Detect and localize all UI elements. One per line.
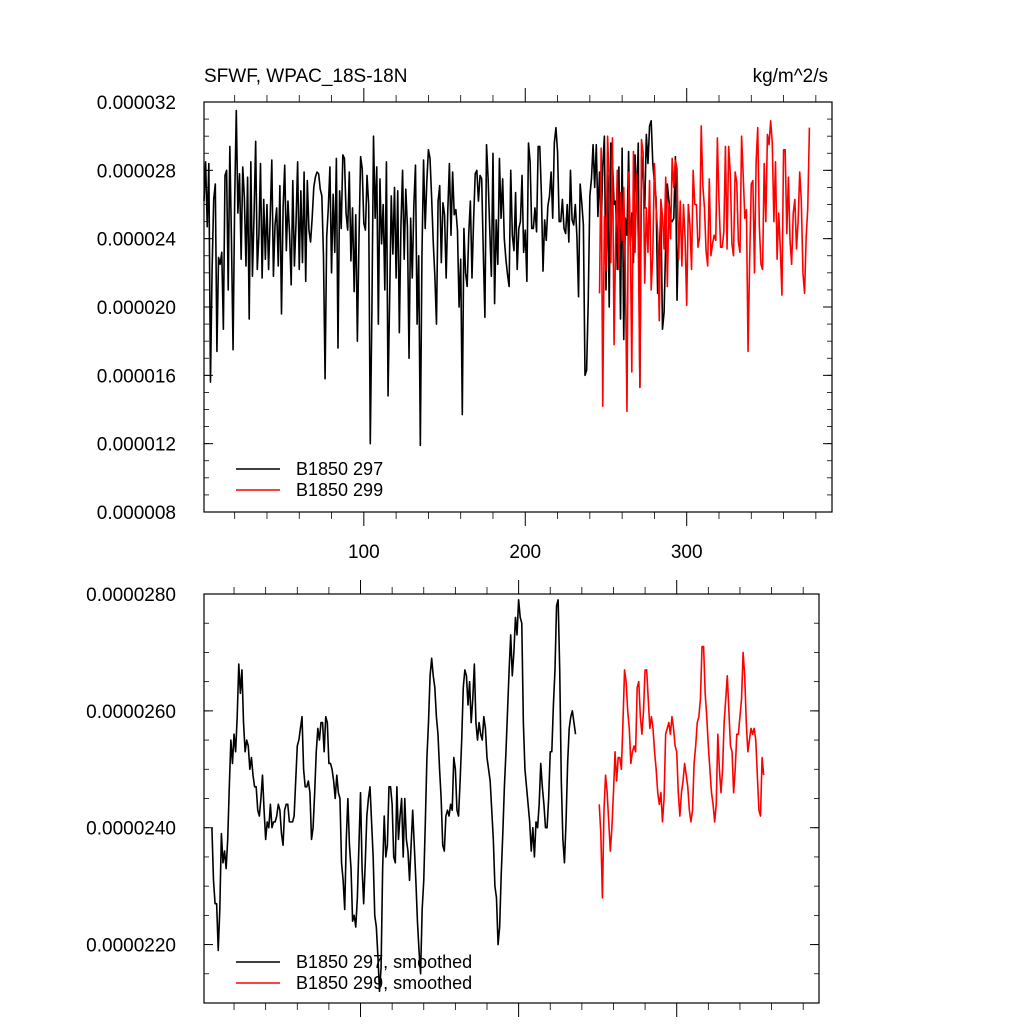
series-line-1 xyxy=(211,599,577,993)
y-tick-label: 0.000020 xyxy=(97,298,176,319)
x-tick-label: 300 xyxy=(671,542,703,563)
y-tick-label: 0.000032 xyxy=(97,93,176,114)
series-line-2 xyxy=(598,645,765,899)
legend-label: B1850 299, smoothed xyxy=(296,973,472,993)
y-tick-label: 0.0000240 xyxy=(86,819,176,840)
y-tick-label: 0.0000220 xyxy=(86,936,176,957)
y-tick-label: 0.0000260 xyxy=(86,702,176,723)
x-tick-label: 100 xyxy=(348,542,380,563)
top-panel: 0.000008 0.000012 0.000016 0.000020 0.000024… xyxy=(97,88,833,563)
legend-label: B1850 299 xyxy=(296,480,383,500)
y-tick-label: 0.000028 xyxy=(97,161,176,182)
legend-label: B1850 297 xyxy=(296,459,383,479)
figure-title: SFWF, WPAC_18S-18N xyxy=(204,66,407,87)
bottom-panel: 0.0000220 0.0000240 0.0000260 0.0000280 B185… xyxy=(86,580,820,1017)
y-tick-label: 0.000016 xyxy=(97,366,176,387)
units-label: kg/m^2/s xyxy=(753,66,828,87)
series-line-2 xyxy=(598,119,811,413)
y-tick-label: 0.0000280 xyxy=(86,585,176,606)
x-tick-label: 200 xyxy=(509,542,541,563)
y-tick-label: 0.000008 xyxy=(97,503,176,524)
y-tick-label: 0.000012 xyxy=(97,435,176,456)
legend-label: B1850 297, smoothed xyxy=(296,952,472,972)
y-tick-label: 0.000024 xyxy=(97,230,177,251)
